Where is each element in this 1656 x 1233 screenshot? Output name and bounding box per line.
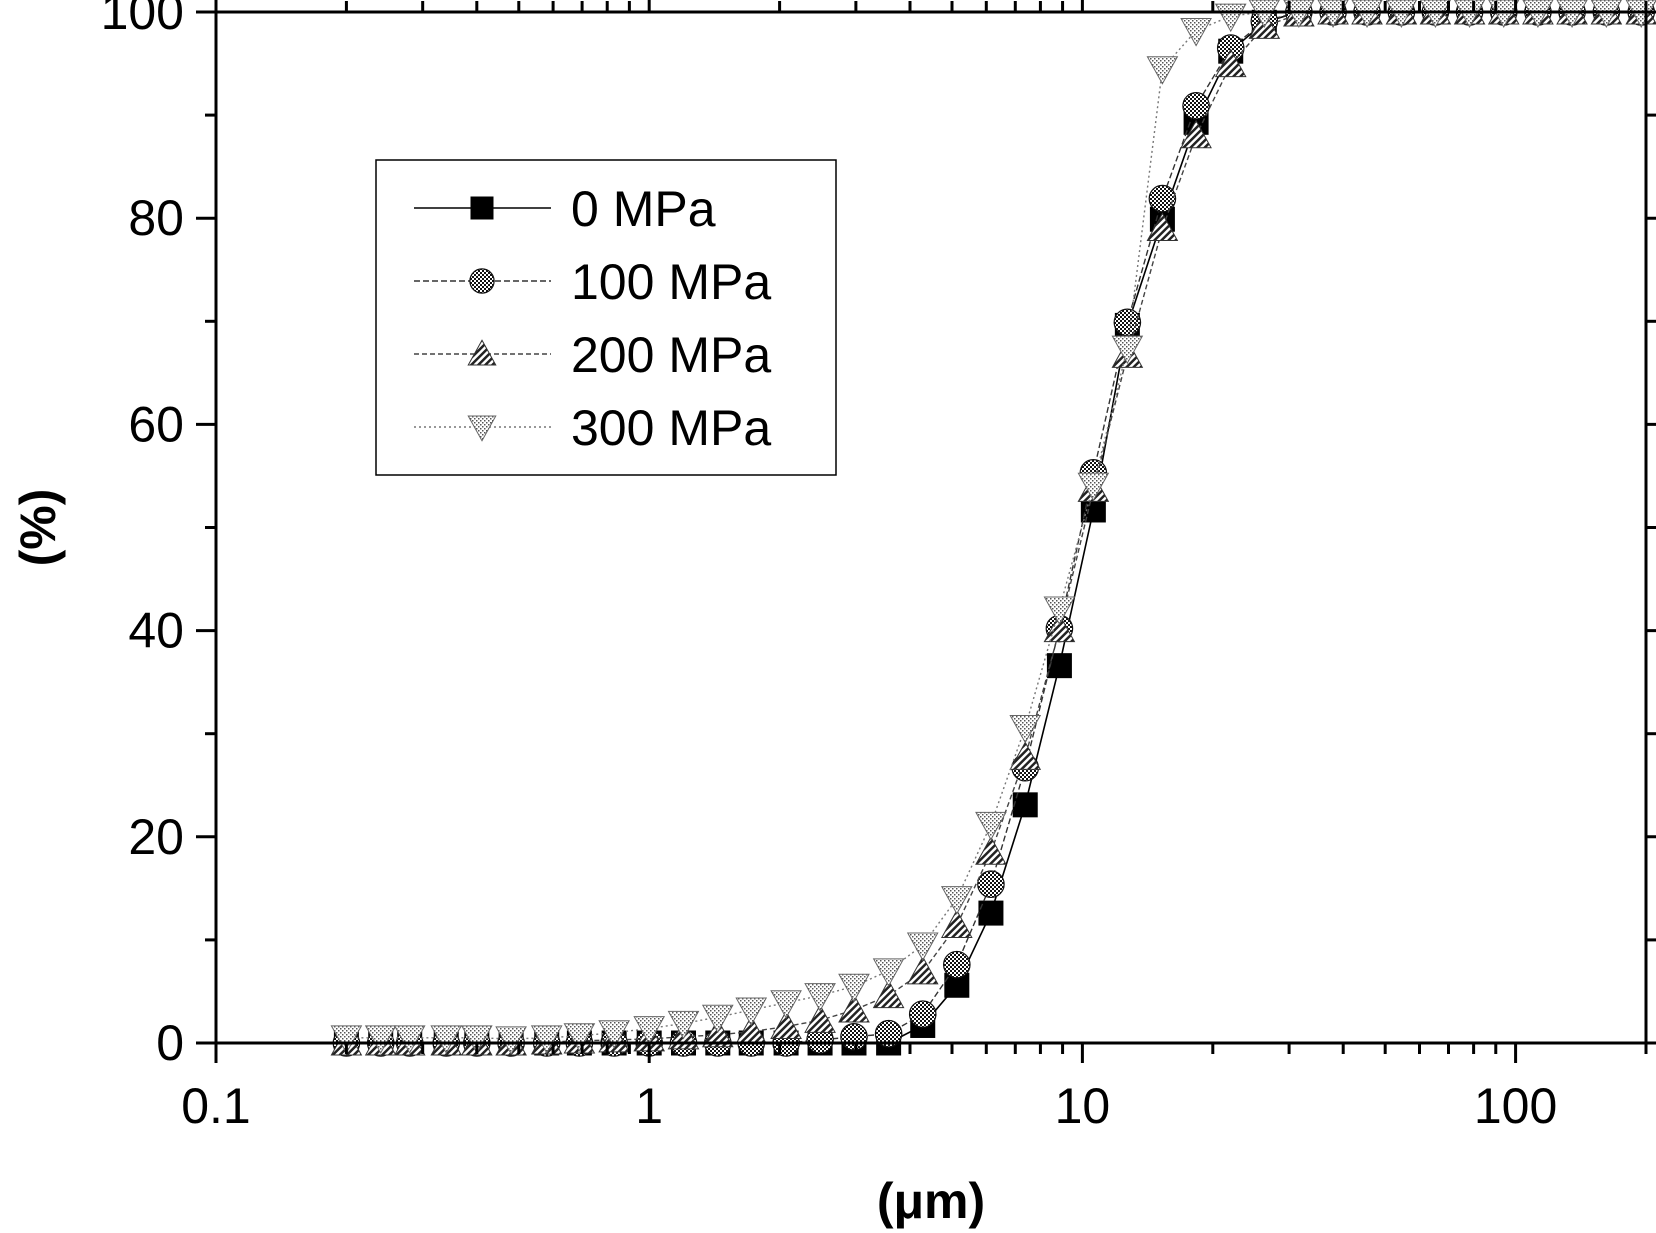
data-point [908, 933, 938, 960]
x-axis-title: (μm) [877, 1173, 985, 1229]
legend: 0 MPa 100 MPa 200 MPa 300 MPa [376, 160, 836, 475]
data-point [874, 959, 904, 986]
data-point [839, 974, 869, 1001]
data-point [771, 991, 801, 1018]
y-tick-label: 100 [101, 0, 184, 40]
y-tick-label: 20 [128, 809, 184, 865]
legend-label: 300 MPa [571, 400, 771, 456]
data-point [703, 1005, 733, 1032]
x-tick-label: 100 [1474, 1078, 1557, 1134]
data-point [944, 951, 970, 977]
plot-area [331, 0, 1656, 1056]
legend-label: 200 MPa [571, 327, 771, 383]
y-tick-label: 0 [156, 1015, 184, 1071]
y-axis-title: (%) [10, 489, 66, 567]
data-point [841, 1024, 867, 1050]
legend-marker [471, 197, 493, 219]
data-point [1183, 93, 1209, 119]
y-tick-label: 40 [128, 603, 184, 659]
data-point [1010, 742, 1040, 769]
data-point [1147, 57, 1177, 84]
data-point [976, 837, 1006, 864]
data-point [1047, 654, 1071, 678]
legend-marker [470, 269, 494, 293]
particle-size-chart: 0 20 40 60 80 100 0.1 1 10 100 (μm) (%) 0 MPa 100 MP… [0, 0, 1656, 1233]
legend-label: 100 MPa [571, 254, 771, 310]
data-point [1149, 185, 1175, 211]
legend-label: 0 MPa [571, 181, 716, 237]
y-tick-label: 60 [128, 396, 184, 452]
data-point [736, 998, 766, 1025]
x-tick-label: 10 [1055, 1078, 1111, 1134]
data-point [942, 887, 972, 914]
data-point [1010, 716, 1040, 743]
data-point [910, 1001, 936, 1027]
data-point [805, 984, 835, 1011]
data-point [1114, 309, 1140, 335]
data-point [978, 871, 1004, 897]
x-tick-label: 1 [635, 1078, 663, 1134]
data-point [976, 812, 1006, 839]
x-tick-label: 0.1 [181, 1078, 251, 1134]
data-point [1216, 4, 1246, 31]
series-100-mpa [333, 0, 1654, 1056]
y-tick-label: 80 [128, 190, 184, 246]
